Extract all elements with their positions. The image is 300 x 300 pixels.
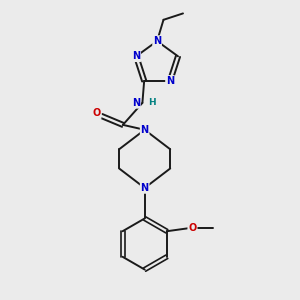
Text: N: N (153, 36, 161, 46)
Text: N: N (141, 183, 149, 193)
Text: N: N (132, 98, 140, 108)
Text: N: N (166, 76, 174, 86)
Text: N: N (141, 125, 149, 135)
Text: O: O (188, 223, 196, 233)
Text: N: N (132, 51, 140, 61)
Text: O: O (92, 108, 101, 118)
Text: H: H (148, 98, 156, 107)
